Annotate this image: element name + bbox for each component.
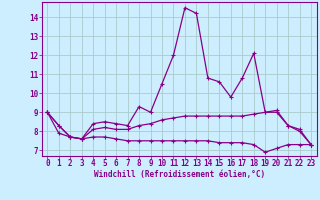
X-axis label: Windchill (Refroidissement éolien,°C): Windchill (Refroidissement éolien,°C) — [94, 170, 265, 179]
